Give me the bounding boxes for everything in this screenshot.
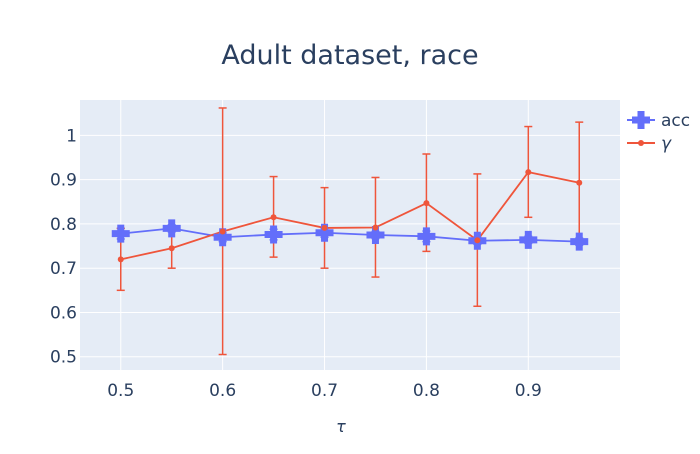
- y-tick-label: 0.8: [50, 215, 77, 235]
- gamma-point[interactable]: [372, 224, 379, 231]
- legend-label: γ: [661, 134, 672, 154]
- gamma-point[interactable]: [576, 179, 583, 186]
- acc-point[interactable]: [264, 225, 283, 244]
- legend-marker: [632, 111, 650, 129]
- y-tick-label: 0.5: [50, 348, 77, 368]
- x-tick-label: 0.6: [209, 381, 236, 401]
- legend-item-acc[interactable]: acc: [627, 111, 690, 131]
- x-tick-label: 0.7: [311, 381, 338, 401]
- gamma-point[interactable]: [423, 200, 430, 207]
- legend-item-gamma[interactable]: γ: [627, 134, 672, 154]
- gamma-point[interactable]: [525, 169, 532, 176]
- acc-series-line: [120, 227, 580, 243]
- y-tick-label: 0.9: [50, 171, 77, 191]
- series-lines: [120, 171, 580, 261]
- acc-point[interactable]: [111, 224, 130, 243]
- acc-point[interactable]: [213, 228, 232, 247]
- x-axis-label: τ: [336, 417, 346, 436]
- y-tick-label: 0.7: [50, 259, 77, 279]
- acc-point[interactable]: [519, 230, 538, 249]
- acc-point[interactable]: [366, 226, 385, 244]
- gamma-point[interactable]: [168, 245, 175, 252]
- y-tick-label: 0.6: [50, 303, 77, 323]
- acc-point[interactable]: [162, 219, 181, 238]
- legend-label: acc: [661, 111, 690, 131]
- acc-point[interactable]: [417, 227, 436, 246]
- tick-labels: 0.5 0.6 0.7 0.8 0.9 0.5 0.6 0.7 0.8 0.9 1: [50, 126, 542, 401]
- gamma-point[interactable]: [321, 224, 328, 231]
- acc-point[interactable]: [315, 223, 334, 242]
- legend[interactable]: acc γ: [627, 111, 690, 154]
- gamma-point[interactable]: [474, 237, 481, 244]
- acc-point[interactable]: [570, 232, 589, 251]
- x-tick-label: 0.5: [107, 381, 134, 401]
- plot-area: [80, 100, 620, 370]
- y-tick-label: 1: [66, 126, 77, 146]
- x-tick-label: 0.9: [515, 381, 542, 401]
- x-tick-label: 0.8: [413, 381, 440, 401]
- gamma-point[interactable]: [117, 256, 124, 263]
- gamma-series-line: [120, 171, 580, 261]
- series-markers: [111, 169, 589, 263]
- legend-marker: [638, 140, 644, 146]
- chart-title: Adult dataset, race: [221, 40, 478, 71]
- gamma-point[interactable]: [270, 214, 277, 221]
- gamma-point[interactable]: [219, 228, 226, 235]
